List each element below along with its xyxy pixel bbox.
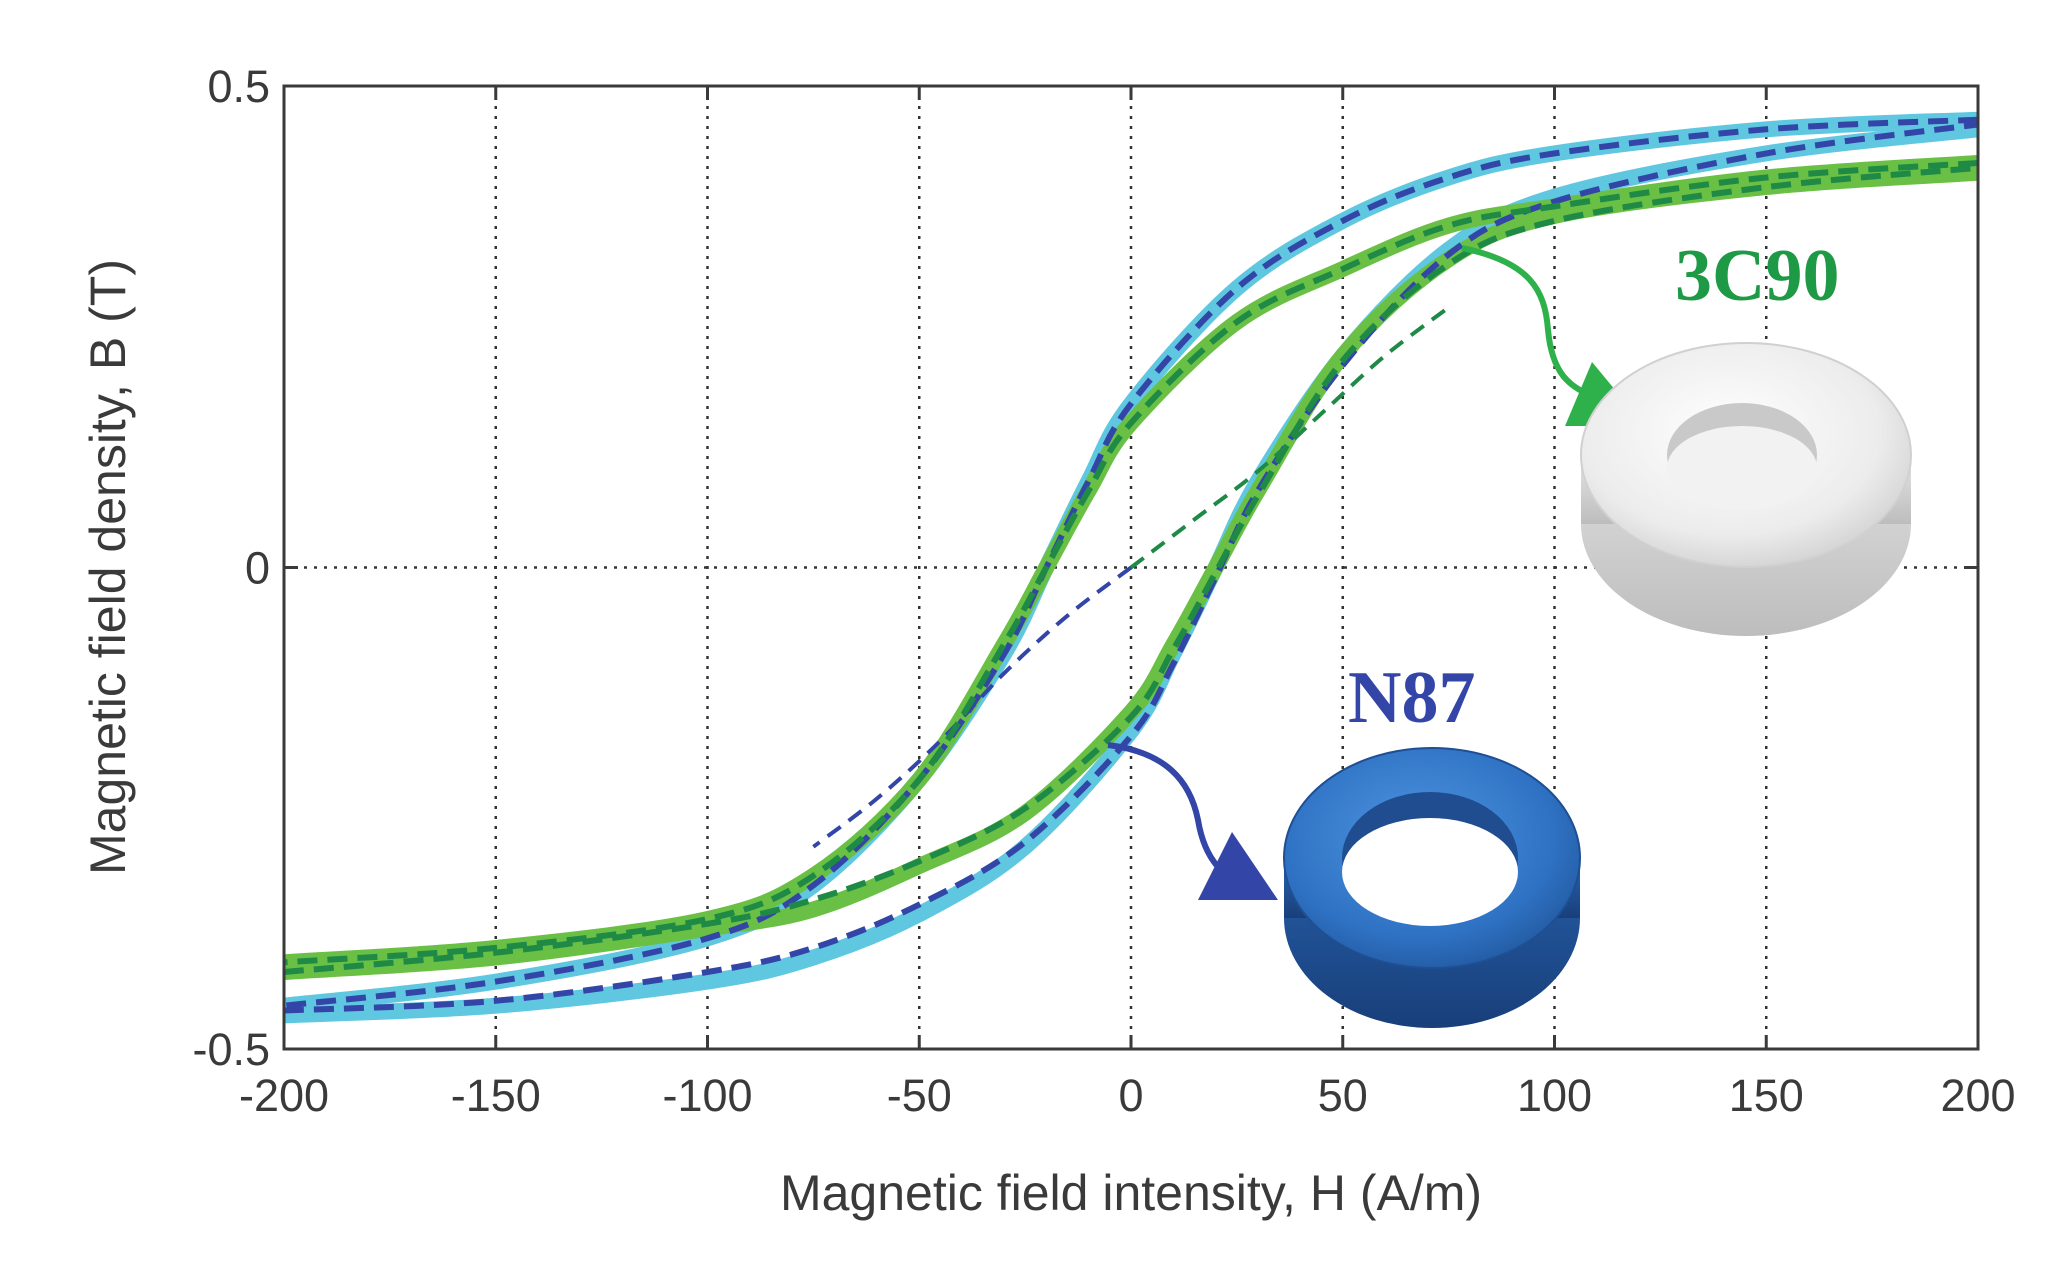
y-tick-labels: -0.5 0 0.5	[192, 61, 1978, 1075]
series-line-7	[284, 164, 1978, 975]
grid-lines	[284, 86, 1978, 1049]
x-tick-label-7: 150	[1729, 1070, 1804, 1121]
y-tick-label-0: -0.5	[192, 1024, 270, 1075]
label-3c90: 3C90	[1675, 235, 1839, 317]
x-tick-label-5: 50	[1318, 1070, 1368, 1121]
x-tick-label-1: -150	[451, 1070, 541, 1121]
x-axis-title: Magnetic field intensity, H (A/m)	[780, 1165, 1482, 1221]
x-tick-label-3: -50	[887, 1070, 952, 1121]
x-tick-label-2: -100	[662, 1070, 752, 1121]
x-tick-label-6: 100	[1517, 1070, 1592, 1121]
y-axis-title: Magnetic field density, B (T)	[80, 259, 136, 875]
y-tick-label-2: 0.5	[207, 61, 270, 112]
series-line-5	[284, 116, 1978, 1009]
x-tick-label-4: 0	[1118, 1070, 1143, 1121]
series-line-4	[284, 121, 1978, 1014]
y-tick-label-1: 0	[245, 543, 270, 594]
toroid-3c90-icon	[1580, 342, 1912, 636]
series-line-6	[812, 565, 1133, 849]
x-tick-label-8: 200	[1940, 1070, 2015, 1121]
arrow-n87-head	[1198, 832, 1278, 900]
arrow-3c90-icon	[1461, 245, 1599, 401]
series-line-8	[284, 160, 1978, 966]
curve-layer	[284, 111, 1978, 1024]
x-tick-label-0: -200	[239, 1070, 329, 1121]
toroid-n87-icon	[1283, 747, 1581, 1028]
label-n87: N87	[1348, 657, 1475, 739]
x-tick-labels: -200 -150 -100 -50 0 50 100 150 200	[239, 86, 2016, 1121]
